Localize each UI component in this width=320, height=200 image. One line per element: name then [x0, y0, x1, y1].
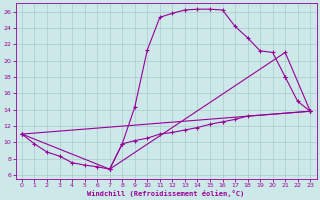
X-axis label: Windchill (Refroidissement éolien,°C): Windchill (Refroidissement éolien,°C): [87, 190, 245, 197]
